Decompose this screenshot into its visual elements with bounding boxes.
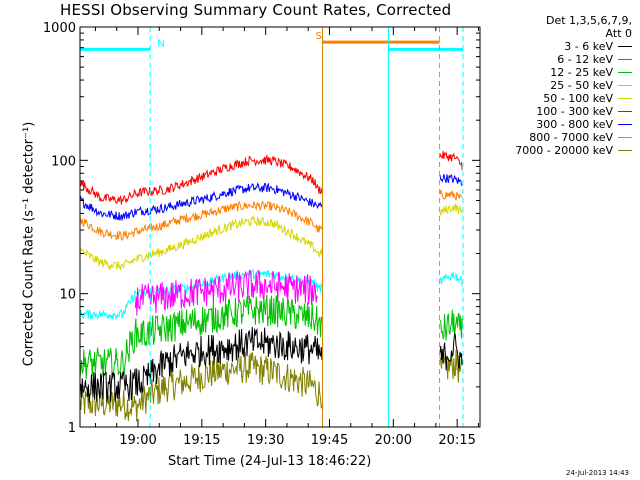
series-line [79, 294, 463, 380]
x-tick-label: 19:15 [183, 433, 220, 448]
chart-title: HESSI Observing Summary Count Rates, Cor… [60, 1, 452, 19]
legend-label: 800 - 7000 keV [529, 131, 613, 144]
y-axis-label: Corrected Count Rate (s⁻¹ detector⁻¹) [21, 121, 37, 367]
legend-item: 50 - 100 keV [482, 92, 632, 105]
legend-swatch [618, 72, 632, 73]
series-line [79, 203, 463, 271]
x-tick-label: 19:45 [311, 433, 348, 448]
flag-label: S [316, 31, 322, 42]
legend-item: 7000 - 20000 keV [482, 144, 632, 157]
legend-swatch [618, 46, 632, 47]
legend-header-detectors: Det 1,3,5,6,7,9, [545, 14, 632, 27]
legend-item: 6 - 12 keV [482, 53, 632, 66]
legend-item: 12 - 25 keV [482, 66, 632, 79]
series-line [79, 268, 463, 321]
legend-item: 800 - 7000 keV [482, 131, 632, 144]
legend-item: 25 - 50 keV [482, 79, 632, 92]
legend: Det 1,3,5,6,7,9, Att 0 3 - 6 keV 6 - 12 k… [482, 14, 632, 157]
x-tick-label: 20:00 [375, 433, 412, 448]
legend-swatch [618, 150, 632, 151]
flag-label: N [157, 38, 164, 49]
legend-label: 12 - 25 keV [550, 66, 613, 79]
x-axis-label: Start Time (24-Jul-13 18:46:22) [168, 454, 372, 469]
legend-swatch [618, 59, 632, 60]
legend-item: 3 - 6 keV [482, 40, 632, 53]
y-tick-label: 1000 [43, 21, 76, 36]
series-line [79, 326, 463, 403]
x-tick-label: 19:00 [119, 433, 156, 448]
legend-label: 100 - 300 keV [536, 105, 613, 118]
legend-item: 100 - 300 keV [482, 105, 632, 118]
series-line [79, 189, 463, 242]
legend-swatch [618, 124, 632, 125]
x-tick-label: 19:30 [247, 433, 284, 448]
chart-marks: NS [79, 27, 464, 427]
legend-swatch [618, 98, 632, 99]
plot-timestamp: 24-Jul-2013 14:43 [566, 469, 630, 477]
legend-item: 300 - 800 keV [482, 118, 632, 131]
plot-frame [79, 26, 481, 428]
y-tick-label: 100 [51, 154, 76, 169]
legend-label: 25 - 50 keV [550, 79, 613, 92]
series-line [134, 269, 319, 316]
legend-swatch [618, 111, 632, 112]
legend-header-attenuator: Att 0 [605, 27, 632, 40]
chart-frame [79, 26, 481, 428]
y-tick-label: 1 [68, 421, 76, 436]
x-tick-label: 20:15 [438, 433, 475, 448]
legend-label: 50 - 100 keV [543, 92, 613, 105]
series-line [79, 173, 463, 221]
legend-swatch [618, 85, 632, 86]
legend-label: 7000 - 20000 keV [515, 144, 613, 157]
legend-label: 3 - 6 keV [564, 40, 613, 53]
y-tick-label: 10 [59, 288, 76, 303]
legend-label: 6 - 12 keV [557, 53, 613, 66]
legend-swatch [618, 137, 632, 138]
chart-ticks: 19:00 19:15 19:30 19:45 20:00 20:15 1 10 100 1000 [43, 21, 480, 448]
series-line [79, 150, 463, 205]
legend-entries: 3 - 6 keV 6 - 12 keV 12 - 25 keV 25 - 50 ke… [482, 40, 632, 157]
legend-label: 300 - 800 keV [536, 118, 613, 131]
